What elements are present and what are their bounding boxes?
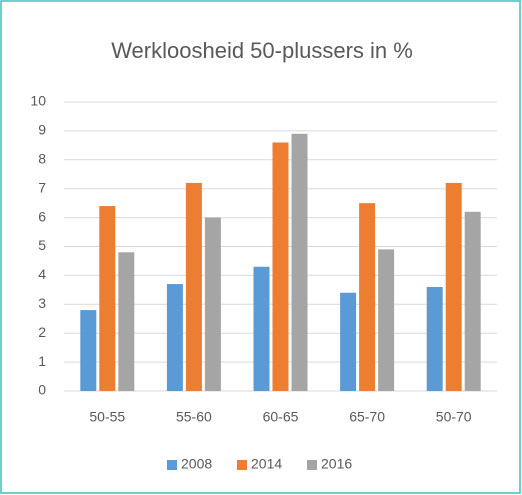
y-tick-label: 2	[38, 324, 46, 340]
chart-title: Werkloosheid 50-plussers in %	[111, 38, 413, 63]
y-tick-label: 1	[38, 353, 46, 369]
bar	[378, 249, 395, 391]
y-tick-label: 6	[38, 208, 46, 224]
x-tick-label: 55-60	[176, 409, 212, 425]
bar	[464, 211, 481, 391]
bar	[359, 203, 376, 391]
bar	[204, 217, 221, 391]
bar	[445, 182, 462, 391]
x-tick-label: 60-65	[263, 409, 299, 425]
y-tick-label: 10	[30, 93, 46, 109]
bar	[99, 206, 116, 391]
bar	[80, 310, 97, 391]
y-tick-label: 5	[38, 237, 46, 253]
legend-label: 2008	[181, 456, 212, 472]
bar	[291, 133, 308, 392]
x-tick-label: 65-70	[349, 409, 385, 425]
y-tick-label: 7	[38, 179, 46, 195]
legend-label: 2014	[251, 456, 282, 472]
bar	[340, 292, 357, 391]
y-tick-label: 9	[38, 122, 46, 138]
legend-swatch	[167, 460, 177, 470]
bar	[426, 286, 443, 391]
y-tick-label: 0	[38, 382, 46, 398]
y-tick-label: 3	[38, 295, 46, 311]
y-tick-label: 8	[38, 151, 46, 167]
legend-swatch	[237, 460, 247, 470]
legend-label: 2016	[321, 456, 352, 472]
legend-swatch	[307, 460, 317, 470]
y-tick-label: 4	[38, 266, 46, 282]
bar	[166, 284, 183, 391]
x-tick-label: 50-55	[89, 409, 125, 425]
bar	[185, 182, 202, 391]
bar	[253, 266, 270, 391]
bar	[118, 252, 135, 391]
x-tick-label: 50-70	[436, 409, 472, 425]
bar	[272, 142, 289, 391]
